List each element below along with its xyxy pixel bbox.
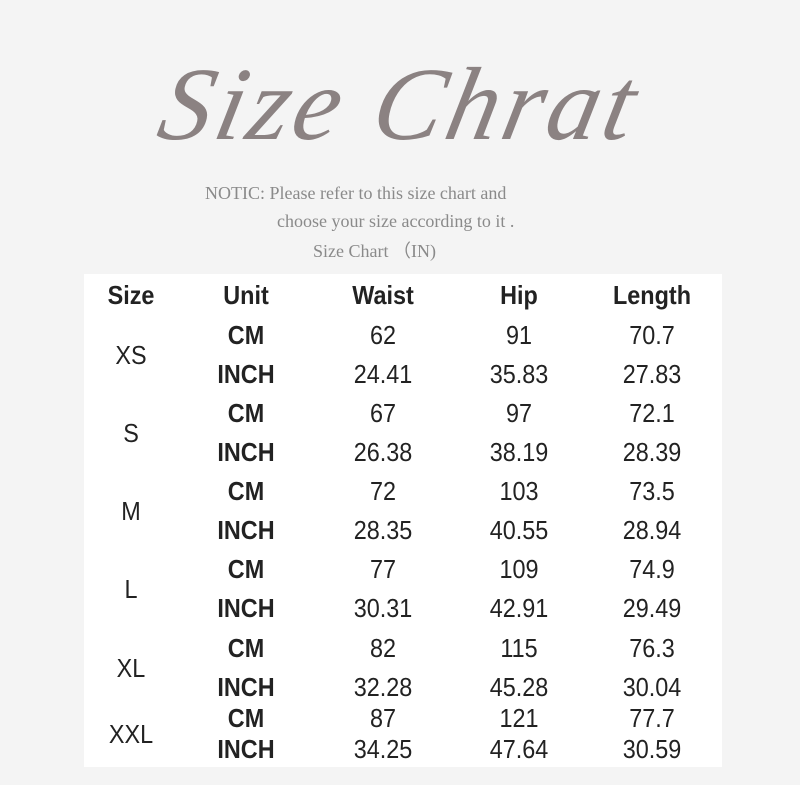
cm-value: 82 [369,633,397,663]
notice-line-1: NOTIC: Please refer to this size chart a… [205,183,507,203]
size-label: M [121,495,141,526]
inch-value: 28.94 [622,515,682,545]
cm-value: 76.3 [629,633,675,663]
column-header: Hip [500,280,538,310]
unit-inch: INCH [217,672,275,702]
unit-cm: CM [227,398,265,428]
unit-inch: INCH [217,593,275,623]
unit-inch: INCH [217,437,275,467]
cm-value: 109 [499,554,539,584]
inch-value: 32.28 [353,672,413,702]
inch-value: 47.64 [489,734,549,764]
unit-cm: CM [227,554,265,584]
cm-value: 77.7 [629,703,675,733]
inch-value: 27.83 [622,359,682,389]
size-table: Size Unit Waist Hip Length XS CM 62 91 70.7 INCH 24… [84,274,722,767]
inch-value: 40.55 [489,515,549,545]
unit-inch: INCH [217,359,275,389]
inch-value: 24.41 [353,359,413,389]
cm-value: 72.1 [629,398,675,428]
size-label: XXL [108,718,154,749]
size-chart-unit-label: Size Chart （IN) [313,241,436,261]
cm-value: 87 [369,703,397,733]
unit-inch: INCH [217,515,275,545]
inch-value: 30.59 [622,734,682,764]
column-header: Unit [223,280,269,310]
inch-value: 38.19 [489,437,549,467]
cm-value: 97 [505,398,533,428]
unit-cm: CM [227,703,265,733]
unit-cm: CM [227,320,265,350]
cm-value: 70.7 [629,320,675,350]
cm-value: 73.5 [629,476,675,506]
size-label: XL [116,652,146,683]
inch-value: 34.25 [353,734,413,764]
size-label: L [124,573,138,604]
inch-value: 28.35 [353,515,413,545]
unit-cm: CM [227,476,265,506]
inch-value: 26.38 [353,437,413,467]
cm-value: 77 [369,554,397,584]
inch-value: 28.39 [622,437,682,467]
page-title: Size Chrat [149,47,651,162]
size-label: S [123,417,139,448]
column-header: Size [107,280,155,310]
cm-value: 72 [369,476,397,506]
cm-value: 62 [369,320,397,350]
inch-value: 30.04 [622,672,682,702]
inch-value: 35.83 [489,359,549,389]
column-header: Length [613,280,691,310]
inch-value: 30.31 [353,593,413,623]
inch-value: 45.28 [489,672,549,702]
cm-value: 67 [369,398,397,428]
cm-value: 91 [505,320,533,350]
inch-value: 29.49 [622,593,682,623]
cm-value: 121 [499,703,539,733]
cm-value: 115 [500,633,538,663]
notice-line-2: choose your size according to it . [277,211,515,231]
unit-cm: CM [227,633,265,663]
unit-inch: INCH [217,734,275,764]
cm-value: 103 [499,476,539,506]
cm-value: 74.9 [629,554,675,584]
column-header: Waist [352,280,414,310]
inch-value: 42.91 [489,593,549,623]
size-label: XS [115,339,147,370]
